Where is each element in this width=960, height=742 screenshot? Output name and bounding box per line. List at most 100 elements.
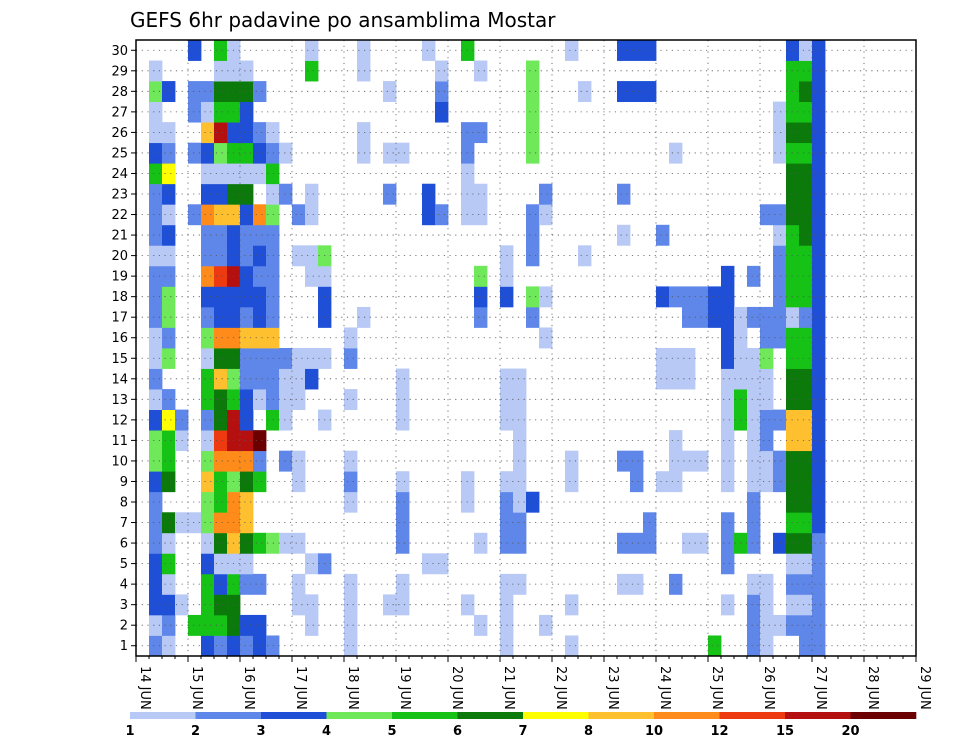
x-tick-label: 25 JUN <box>709 666 724 710</box>
heatmap-cell <box>201 614 215 636</box>
heatmap-cell <box>812 635 826 657</box>
heatmap-cell <box>279 389 293 410</box>
heatmap-cell <box>812 532 826 554</box>
heatmap-cell <box>292 245 306 267</box>
y-tick-label: 18 <box>111 290 128 305</box>
heatmap-cell <box>279 368 293 390</box>
heatmap-cell <box>214 368 228 390</box>
heatmap-cell <box>773 532 787 554</box>
heatmap-cell <box>344 491 358 513</box>
heatmap-cell <box>344 450 358 472</box>
heatmap-cell <box>812 553 826 575</box>
heatmap-cell <box>773 286 787 308</box>
heatmap-cell <box>799 348 813 369</box>
heatmap-cell <box>266 368 280 390</box>
heatmap-cell <box>344 635 358 657</box>
heatmap-cell <box>799 573 813 595</box>
heatmap-cell <box>201 512 215 534</box>
heatmap-cell <box>201 573 215 595</box>
heatmap-cell <box>799 204 813 226</box>
heatmap-cell <box>669 573 683 595</box>
heatmap-cell <box>422 204 436 226</box>
heatmap-cell <box>201 450 215 472</box>
heatmap-cell <box>539 183 553 205</box>
heatmap-cell <box>149 163 163 185</box>
heatmap-cell <box>422 553 436 575</box>
y-tick-label: 21 <box>111 229 128 244</box>
heatmap-cell <box>266 286 280 308</box>
heatmap-cell <box>721 450 735 472</box>
heatmap-cell <box>526 122 540 144</box>
heatmap-cell <box>526 224 540 246</box>
legend-swatch <box>785 712 851 719</box>
heatmap-cell <box>240 409 254 431</box>
heatmap-cell <box>162 327 176 349</box>
heatmap-cell <box>708 306 722 328</box>
heatmap-cell <box>214 471 228 493</box>
heatmap-cell <box>201 532 215 554</box>
heatmap-cell <box>188 142 202 164</box>
heatmap-cell <box>149 327 163 349</box>
heatmap-cell <box>253 306 267 328</box>
heatmap-cell <box>214 60 228 82</box>
y-tick-label: 4 <box>120 578 128 593</box>
heatmap-cell <box>240 430 254 452</box>
heatmap-cell <box>149 409 163 431</box>
legend-label: 2 <box>191 724 200 739</box>
heatmap-cell <box>149 306 163 328</box>
heatmap-cell <box>799 224 813 246</box>
heatmap-cell <box>422 183 436 205</box>
heatmap-cell <box>656 286 670 308</box>
heatmap-cell <box>422 40 436 61</box>
heatmap-cell <box>383 183 397 205</box>
heatmap-cell <box>344 471 358 493</box>
heatmap-cell <box>266 327 280 349</box>
heatmap-cell <box>799 532 813 554</box>
legend-label: 7 <box>518 724 527 739</box>
heatmap-cell <box>799 553 813 575</box>
heatmap-cell <box>214 389 228 410</box>
heatmap-cell <box>266 224 280 246</box>
heatmap-cell <box>344 614 358 636</box>
heatmap-cell <box>201 204 215 226</box>
heatmap-cell <box>162 430 176 452</box>
heatmap-cell <box>214 142 228 164</box>
heatmap-cell <box>708 635 722 657</box>
heatmap-cell <box>214 327 228 349</box>
heatmap-cell <box>188 40 202 61</box>
y-tick-label: 29 <box>111 64 128 79</box>
heatmap-cell <box>812 183 826 205</box>
heatmap-cell <box>630 40 644 61</box>
heatmap-cell <box>266 306 280 328</box>
heatmap-cell <box>474 614 488 636</box>
heatmap-cell <box>266 265 280 287</box>
heatmap-cell <box>578 245 592 267</box>
heatmap-cell <box>201 471 215 493</box>
heatmap-cell <box>799 265 813 287</box>
heatmap-cell <box>721 368 735 390</box>
heatmap-cell <box>708 286 722 308</box>
heatmap-cell <box>240 286 254 308</box>
heatmap-cell <box>656 471 670 493</box>
x-tick-label: 23 JUN <box>605 666 620 710</box>
heatmap-cell <box>201 409 215 431</box>
heatmap-cell <box>812 245 826 267</box>
heatmap-cell <box>305 60 319 82</box>
heatmap-cell <box>240 245 254 267</box>
heatmap-cell <box>266 142 280 164</box>
heatmap-cell <box>240 224 254 246</box>
heatmap-cell <box>721 594 735 616</box>
heatmap-cell <box>344 389 358 410</box>
heatmap-cell <box>214 491 228 513</box>
heatmap-cell <box>149 450 163 472</box>
x-tick-label: 22 JUN <box>553 666 568 710</box>
heatmap-cell <box>539 286 553 308</box>
heatmap-cell <box>396 389 410 410</box>
heatmap-cell <box>760 306 774 328</box>
heatmap-cell <box>253 471 267 493</box>
y-tick-label: 14 <box>111 372 128 387</box>
heatmap-cell <box>292 348 306 369</box>
heatmap-cell <box>812 471 826 493</box>
heatmap-cell <box>201 594 215 616</box>
heatmap-cell <box>513 389 527 410</box>
